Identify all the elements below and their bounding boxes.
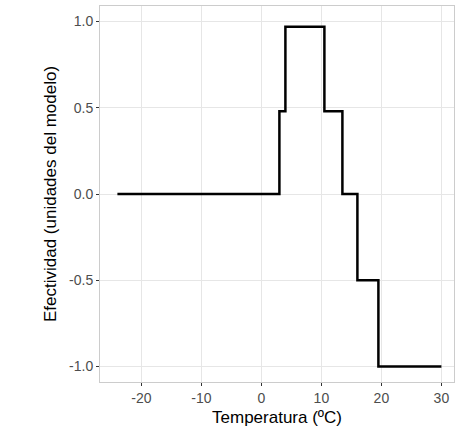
svg-text:0.5: 0.5 (74, 100, 94, 116)
svg-text:-20: -20 (131, 390, 151, 406)
svg-text:10: 10 (314, 390, 330, 406)
svg-text:1.0: 1.0 (74, 13, 94, 29)
svg-text:0: 0 (258, 390, 266, 406)
svg-text:-1.0: -1.0 (69, 358, 93, 374)
svg-text:-10: -10 (191, 390, 211, 406)
svg-text:20: 20 (374, 390, 390, 406)
svg-text:Temperatura (ºC): Temperatura (ºC) (212, 408, 342, 427)
svg-text:30: 30 (434, 390, 450, 406)
svg-text:-0.5: -0.5 (69, 272, 93, 288)
svg-text:Efectividad (unidades del mode: Efectividad (unidades del modelo) (41, 66, 60, 322)
svg-text:0.0: 0.0 (74, 186, 94, 202)
